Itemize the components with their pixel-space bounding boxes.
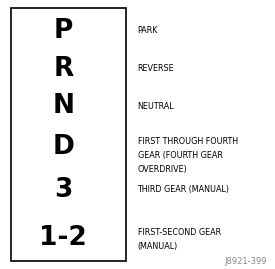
Text: OVERDRIVE): OVERDRIVE) <box>138 165 187 174</box>
Text: REVERSE: REVERSE <box>138 64 174 73</box>
Text: N: N <box>52 93 74 119</box>
FancyBboxPatch shape <box>11 8 127 261</box>
Text: 1-2: 1-2 <box>39 225 87 251</box>
Text: NEUTRAL: NEUTRAL <box>138 102 174 111</box>
Text: (MANUAL): (MANUAL) <box>138 242 178 251</box>
Text: GEAR (FOURTH GEAR: GEAR (FOURTH GEAR <box>138 151 222 160</box>
Text: FIRST THROUGH FOURTH: FIRST THROUGH FOURTH <box>138 137 238 146</box>
Text: D: D <box>52 134 74 160</box>
Text: P: P <box>54 18 73 44</box>
Text: THIRD GEAR (MANUAL): THIRD GEAR (MANUAL) <box>138 185 230 194</box>
Text: 3: 3 <box>54 177 72 203</box>
Text: J8921-399: J8921-399 <box>224 257 267 266</box>
Text: R: R <box>53 56 73 82</box>
Text: PARK: PARK <box>138 26 158 36</box>
Text: FIRST-SECOND GEAR: FIRST-SECOND GEAR <box>138 228 221 237</box>
